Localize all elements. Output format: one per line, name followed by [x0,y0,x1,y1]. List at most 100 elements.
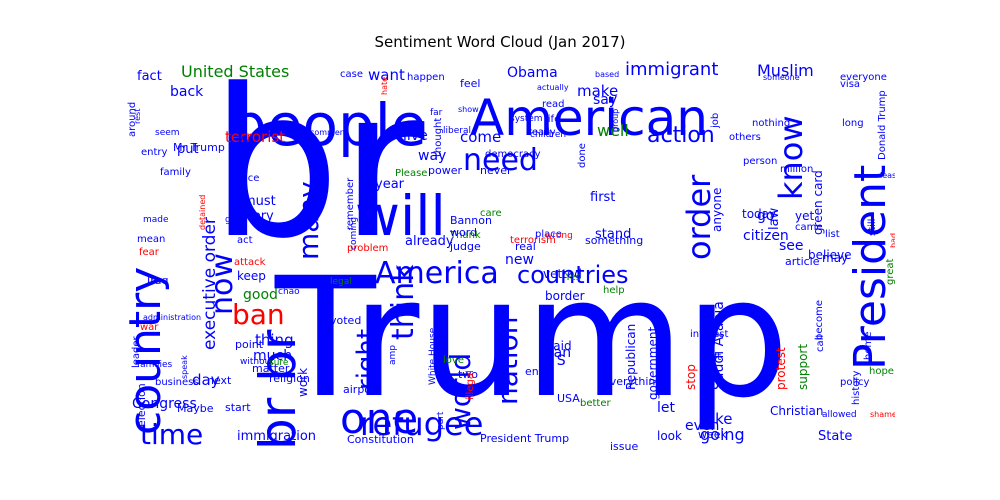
cloud-word: fact [137,69,162,84]
cloud-word: green card [811,170,825,235]
cloud-word: problem [347,243,388,254]
cloud-word: week [698,428,728,441]
cloud-word: never [480,164,512,177]
cloud-word: far [430,108,443,118]
cloud-word: keep [237,269,266,283]
cloud-word: now [205,253,240,315]
chart-title: Sentiment Word Cloud (Jan 2017) [374,33,626,51]
cloud-word: judge [449,240,481,253]
cloud-word: interest [690,329,728,340]
cloud-word: people [230,91,427,159]
cloud-word: much [253,348,292,364]
cloud-word: Republican [624,324,638,390]
cloud-word: Mr Trump [173,141,225,154]
cloud-word: man [540,345,571,361]
cloud-word: President [845,165,895,370]
cloud-word: hope [869,366,894,377]
cloud-word: help [603,285,625,296]
cloud-word: leader [131,335,142,368]
cloud-word: thought [433,118,444,157]
cloud-word: reason [235,111,246,145]
cloud-word: article [785,255,820,268]
cloud-word: refugee [360,405,483,443]
cloud-word: Please [395,168,427,179]
cloud-word: system [510,114,543,124]
cloud-word: power [428,164,462,177]
cloud-word: citizen [743,228,789,244]
cloud-word: Obama [507,65,558,81]
cloud-word: business [155,377,199,388]
cloud-word: United States [181,62,289,81]
cloud-word: take [700,410,732,428]
cloud-word: need [463,143,538,178]
cloud-word: year [375,177,405,192]
cloud-word: many [292,181,325,260]
cloud-word: already [405,234,454,249]
cloud-word: comment [310,128,348,137]
cloud-word: will [355,184,446,248]
cloud-word: State [818,429,852,444]
cloud-word: Saudi Arabia [711,301,727,390]
cloud-word: chao [278,287,300,297]
cloud-word: Yes [564,272,581,283]
cloud-word: democracy [485,149,541,160]
cloud-word: support [796,344,810,390]
cloud-word: government [646,327,660,400]
cloud-word: war [140,322,159,333]
cloud-word: issue [610,440,638,450]
cloud-word: protest [774,347,788,390]
cloud-word: case [340,69,363,80]
cloud-word: shame [870,410,895,419]
cloud-word: day [192,371,220,389]
cloud-word: everything [603,375,662,388]
cloud-word: everyone [840,72,887,83]
cloud-word: others [729,132,761,143]
cloud-word: Trump [274,242,789,434]
cloud-word: come [460,128,501,146]
cloud-word: world [444,353,477,430]
cloud-word: must [243,194,276,209]
cloud-word: sure [269,358,289,368]
cloud-word: list [825,229,840,240]
cloud-word: mean [137,234,165,245]
cloud-word: group [611,109,620,132]
cloud-word: airport [343,383,381,396]
cloud-word: immigration [237,429,316,444]
cloud-word: policy [840,377,870,388]
cloud-word: one [340,394,418,443]
cloud-word: think [386,264,421,340]
cloud-word: Bannon [450,214,492,227]
cloud-word: care [480,208,502,219]
cloud-word: good [243,287,278,303]
cloud-word: left [705,352,721,363]
cloud-word: actually [537,83,569,92]
cloud-word: history [851,371,862,405]
cloud-word: next [207,374,232,387]
cloud-word: bad [889,233,895,248]
cloud-word: nation [491,316,524,405]
cloud-word: person [743,156,777,167]
cloud-word: said [547,339,572,353]
cloud-word: know [772,115,810,200]
cloud-word: wrong [545,231,573,241]
cloud-word: may [822,251,848,265]
cloud-word: thing [255,331,294,349]
cloud-word: Thank [449,230,481,241]
cloud-word: America [375,256,499,291]
cloud-word: Christian [770,404,824,418]
cloud-word: read [542,99,565,110]
cloud-word: going [700,425,745,444]
cloud-word: least [880,171,895,180]
cloud-word: country [125,267,171,435]
cloud-word: Muslim [757,61,814,80]
cloud-word: voted [330,314,361,327]
cloud-word: word [450,226,477,239]
cloud-word: really [528,127,556,138]
cloud-word: make [577,82,618,100]
cloud-word: came [795,222,823,233]
cloud-word: White House [428,327,438,385]
cloud-word: terrorism [510,235,556,246]
cloud-word: feel [460,77,480,90]
cloud-word: something [585,234,643,247]
cloud-word: today [742,207,776,221]
